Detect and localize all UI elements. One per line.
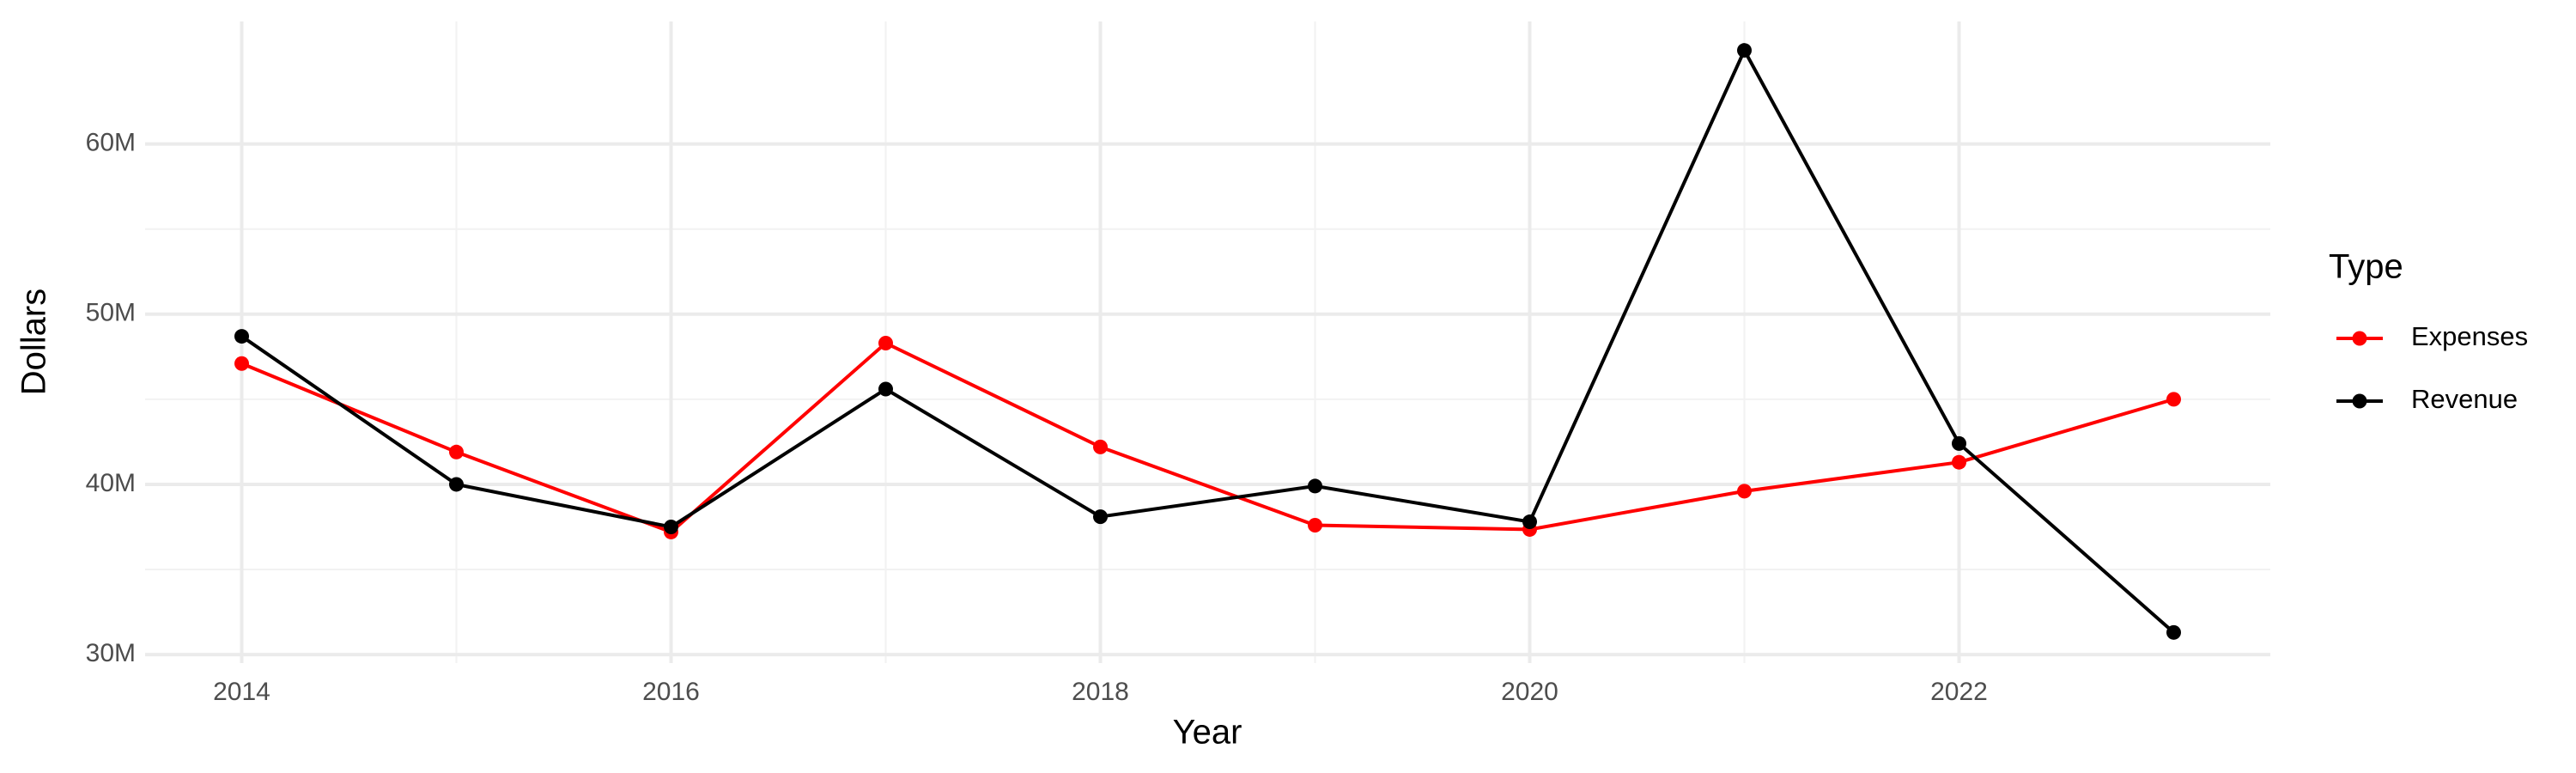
series-line bbox=[240, 341, 2175, 534]
x-tick-label: 2018 bbox=[1072, 678, 1129, 706]
y-tick-label: 30M bbox=[86, 639, 136, 667]
data-point bbox=[878, 335, 893, 350]
data-point bbox=[1952, 435, 1966, 451]
y-axis-title: Dollars bbox=[15, 289, 53, 395]
legend-point bbox=[2352, 331, 2367, 346]
y-tick-label: 50M bbox=[86, 299, 136, 327]
x-tick-label: 2020 bbox=[1501, 678, 1558, 706]
data-point bbox=[1522, 514, 1537, 530]
series-line bbox=[240, 46, 2175, 634]
y-tick-label: 60M bbox=[86, 129, 136, 157]
data-point bbox=[2166, 392, 2181, 407]
data-point bbox=[2166, 624, 2181, 640]
y-tick-label: 40M bbox=[86, 469, 136, 497]
data-point bbox=[878, 381, 893, 397]
data-point bbox=[1737, 43, 1752, 58]
legend-title: Type bbox=[2329, 248, 2403, 286]
data-point bbox=[664, 519, 678, 534]
data-point bbox=[1308, 478, 1322, 494]
data-point bbox=[1093, 439, 1108, 454]
data-point bbox=[1093, 509, 1108, 525]
data-point bbox=[234, 356, 249, 371]
data-point bbox=[1308, 518, 1322, 533]
data-point bbox=[234, 329, 249, 344]
x-axis-title: Year bbox=[1173, 714, 1242, 752]
legend-label: Revenue bbox=[2411, 384, 2518, 414]
data-point bbox=[1952, 454, 1966, 470]
x-tick-label: 2014 bbox=[213, 678, 270, 706]
legend-point bbox=[2352, 393, 2367, 409]
legend-label: Expenses bbox=[2411, 321, 2528, 351]
x-tick-label: 2016 bbox=[642, 678, 700, 706]
data-point bbox=[449, 477, 464, 492]
x-tick-label: 2022 bbox=[1930, 678, 1988, 706]
data-point bbox=[1737, 484, 1752, 499]
data-point bbox=[449, 444, 464, 460]
